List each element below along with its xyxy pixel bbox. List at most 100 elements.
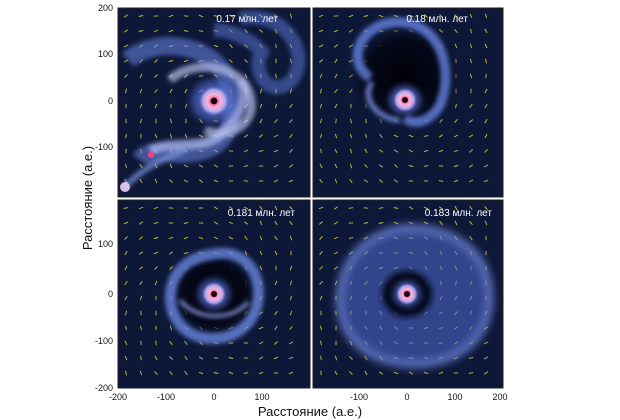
velocity-vector [169,118,173,124]
velocity-vector [228,357,234,359]
velocity-vector [274,119,278,123]
velocity-vector [259,103,263,109]
velocity-vector [153,237,159,239]
velocity-vector [333,236,339,240]
velocity-vector [198,30,204,32]
velocity-vector [454,220,458,226]
velocity-vector [213,236,219,240]
velocity-vector [484,28,488,34]
velocity-vector [184,355,188,361]
velocity-vector [468,179,474,183]
x-tick-label: 0 [404,392,409,402]
velocity-vector [408,221,414,225]
velocity-vector [213,164,219,168]
panel-4: 0.183 млн. лет [313,200,503,388]
velocity-vector [139,178,143,184]
velocity-vector [469,58,473,64]
velocity-vector [438,206,444,210]
x-axis-title: Расстояние (а.е.) [258,404,362,419]
time-label: 0.181 млн. лет [228,208,296,219]
velocity-vector [378,371,384,375]
velocity-vector [470,28,472,34]
velocity-vector [259,118,263,124]
velocity-vector [469,164,473,168]
fragment-blob [120,182,130,192]
velocity-vector [470,43,472,49]
velocity-vector [123,221,129,225]
velocity-vector [154,371,158,375]
velocity-vector [259,220,263,226]
velocity-vector [124,280,128,286]
velocity-vector [469,205,473,211]
y-tick-label: 0 [108,96,113,106]
velocity-vector [393,221,399,225]
velocity-vector [363,222,369,224]
velocity-vector [334,163,338,169]
velocity-vector [319,59,323,63]
velocity-vector [275,73,277,79]
velocity-vector [274,205,278,211]
velocity-vector [393,134,399,138]
velocity-vector [168,29,174,33]
velocity-vector [243,180,249,182]
velocity-vector [393,149,399,153]
velocity-vector [259,134,263,138]
velocity-vector [319,103,323,109]
velocity-vector [334,178,338,184]
x-axis-ticks: -200 -100 0 100 -100 0 100 200 [109,392,508,402]
velocity-vector [273,356,279,360]
velocity-vector [139,236,143,240]
panel-2: 0.18 млн. лет [313,8,503,197]
velocity-vector [258,149,264,153]
velocity-vector [243,206,249,210]
velocity-vector [213,206,219,210]
velocity-vector [349,133,353,139]
velocity-vector [364,164,368,168]
velocity-vector [184,341,188,345]
velocity-vector [183,164,189,168]
velocity-vector [259,29,263,33]
velocity-vector [454,205,458,211]
velocity-vector [274,341,278,345]
velocity-vector [138,30,144,32]
velocity-vector [198,14,204,18]
velocity-vector [453,150,459,152]
velocity-vector [363,15,369,17]
velocity-vector [198,236,204,240]
velocity-vector [484,149,488,153]
velocity-vector [363,236,369,240]
velocity-vector [124,340,128,346]
velocity-vector [288,371,294,375]
x-tick-label: -100 [157,392,175,402]
velocity-vector [483,180,489,182]
velocity-vector [153,221,159,225]
x-tick-label: -100 [350,392,368,402]
velocity-vector [484,58,488,64]
velocity-vector [139,280,143,286]
velocity-vector [469,73,473,79]
velocity-vector [334,58,338,64]
velocity-vector [140,355,142,361]
velocity-vector [123,29,129,33]
velocity-vector [319,178,323,184]
velocity-vector [378,222,384,224]
velocity-vector [290,280,292,286]
velocity-vector [259,250,263,256]
velocity-vector [168,14,174,18]
velocity-vector [364,148,368,154]
velocity-vector [154,280,158,286]
velocity-vector [138,15,144,17]
velocity-vector [183,251,189,255]
velocity-vector [453,14,459,18]
velocity-vector [244,59,248,63]
velocity-vector [348,29,354,33]
velocity-vector [169,341,173,345]
velocity-vector [318,44,324,48]
velocity-vector [169,179,173,183]
velocity-vector [454,28,458,34]
velocity-vector [408,206,414,210]
velocity-vector [154,178,158,184]
velocity-vector [273,179,279,183]
velocity-vector [333,251,339,255]
